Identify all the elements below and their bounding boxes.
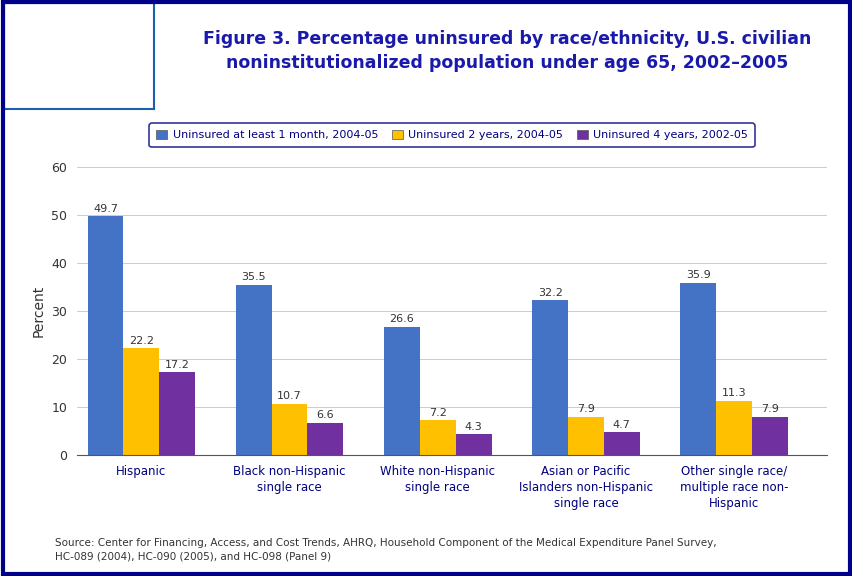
Y-axis label: Percent: Percent	[32, 285, 45, 337]
Text: 35.9: 35.9	[685, 270, 710, 280]
Bar	[567, 417, 603, 455]
Bar	[603, 433, 639, 455]
Bar	[271, 404, 307, 455]
Text: 17.2: 17.2	[164, 359, 189, 370]
Text: 7.9: 7.9	[577, 404, 594, 414]
Text: 35.5: 35.5	[241, 272, 266, 282]
Text: 6.6: 6.6	[316, 411, 334, 420]
Bar	[307, 423, 343, 455]
Text: 49.7: 49.7	[93, 203, 118, 214]
Text: 4.7: 4.7	[613, 419, 630, 430]
Bar	[419, 420, 455, 455]
Bar	[680, 283, 716, 455]
Text: 26.6: 26.6	[389, 314, 414, 324]
Text: Source: Center for Financing, Access, and Cost Trends, AHRQ, Household Component: Source: Center for Financing, Access, an…	[55, 539, 717, 562]
Bar	[383, 327, 419, 455]
Text: 32.2: 32.2	[537, 287, 562, 298]
Text: AHRQ: AHRQ	[78, 25, 145, 46]
Text: 4.3: 4.3	[464, 422, 482, 431]
Bar	[159, 373, 195, 455]
Text: 22.2: 22.2	[129, 336, 153, 346]
Legend: Uninsured at least 1 month, 2004-05, Uninsured 2 years, 2004-05, Uninsured 4 yea: Uninsured at least 1 month, 2004-05, Uni…	[149, 123, 754, 147]
Bar	[455, 434, 491, 455]
Bar	[124, 348, 159, 455]
Bar	[88, 217, 124, 455]
Text: 11.3: 11.3	[721, 388, 746, 398]
Text: Advancing
Excellence in
Health Care: Advancing Excellence in Health Care	[86, 52, 136, 83]
Bar	[716, 401, 751, 455]
Bar	[751, 417, 787, 455]
Text: Figure 3. Percentage uninsured by race/ethnicity, U.S. civilian
noninstitutional: Figure 3. Percentage uninsured by race/e…	[202, 30, 810, 71]
Bar	[532, 301, 567, 455]
Bar	[235, 285, 271, 455]
Text: 7.9: 7.9	[760, 404, 778, 414]
Text: 10.7: 10.7	[277, 391, 302, 401]
Text: 7.2: 7.2	[429, 408, 446, 418]
